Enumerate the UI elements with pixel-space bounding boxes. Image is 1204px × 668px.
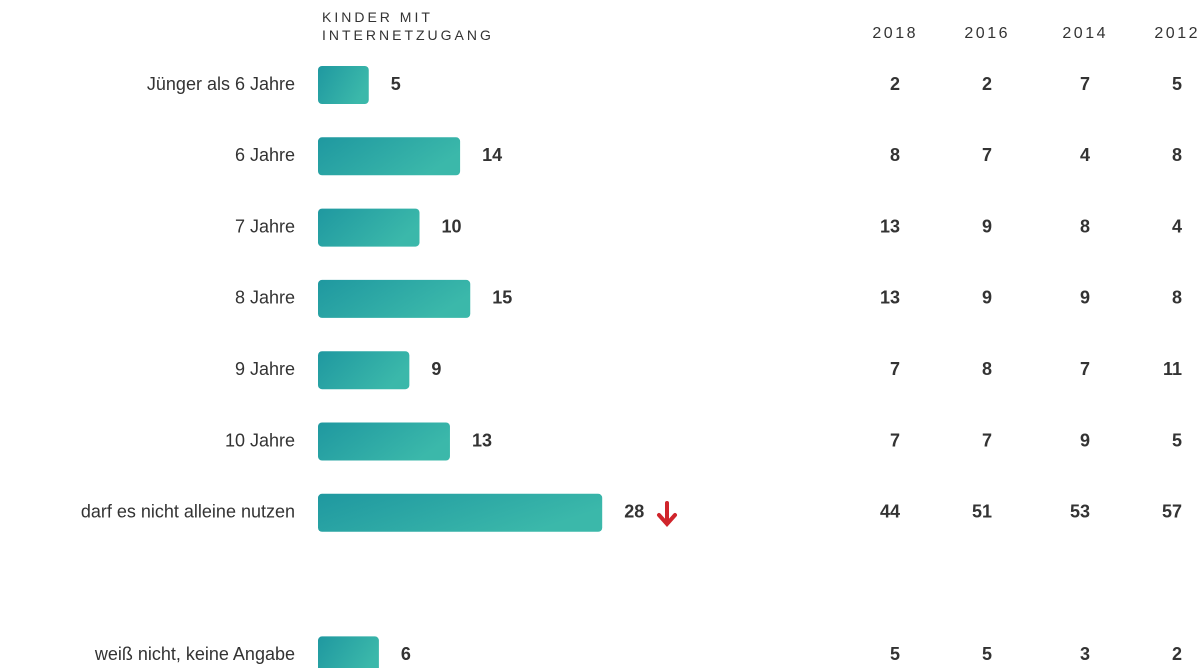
value-label: 13 bbox=[472, 430, 492, 450]
value-label: 15 bbox=[492, 288, 512, 308]
value-label: 28 bbox=[624, 502, 644, 522]
value-label: 10 bbox=[442, 216, 462, 236]
table-value: 8 bbox=[982, 359, 992, 379]
table-value: 57 bbox=[1162, 502, 1182, 522]
table-value: 9 bbox=[982, 288, 992, 308]
down-arrow bbox=[657, 501, 677, 528]
table-value: 8 bbox=[1172, 145, 1182, 165]
table-value: 11 bbox=[1163, 359, 1182, 379]
bar bbox=[318, 208, 420, 247]
table-value: 53 bbox=[1070, 502, 1090, 522]
table-value: 5 bbox=[1172, 430, 1182, 450]
table-value: 9 bbox=[1080, 288, 1090, 308]
table-value: 4 bbox=[1172, 216, 1182, 236]
category-label: Jünger als 6 Jahre bbox=[147, 74, 295, 94]
value-label: 9 bbox=[431, 359, 441, 379]
table-value: 5 bbox=[1172, 74, 1182, 94]
category-label: 8 Jahre bbox=[235, 288, 295, 308]
value-label: 6 bbox=[401, 644, 411, 664]
table-value: 7 bbox=[890, 430, 900, 450]
table-value: 8 bbox=[1172, 288, 1182, 308]
category-label: 6 Jahre bbox=[235, 145, 295, 165]
table-value: 2 bbox=[1172, 644, 1182, 664]
table-value: 8 bbox=[1080, 216, 1090, 236]
bar bbox=[318, 66, 369, 104]
bar bbox=[318, 137, 461, 176]
table-value: 7 bbox=[982, 145, 992, 165]
value-label: 14 bbox=[482, 145, 502, 165]
table-value: 13 bbox=[880, 288, 900, 308]
category-label: 9 Jahre bbox=[235, 359, 295, 379]
table-value: 13 bbox=[880, 216, 900, 236]
table-value: 51 bbox=[972, 502, 992, 522]
table-value: 5 bbox=[890, 644, 900, 664]
bar bbox=[318, 636, 379, 668]
bar bbox=[318, 279, 471, 318]
table-value: 7 bbox=[982, 430, 992, 450]
column-header: 2018 bbox=[872, 25, 918, 42]
bar bbox=[318, 422, 450, 461]
table-value: 3 bbox=[1080, 644, 1090, 664]
table-value: 2 bbox=[890, 74, 900, 94]
category-label: darf es nicht alleine nutzen bbox=[81, 502, 295, 522]
table-value: 9 bbox=[1080, 430, 1090, 450]
table-value: 7 bbox=[890, 359, 900, 379]
table-value: 7 bbox=[1080, 74, 1090, 94]
category-label: weiß nicht, keine Angabe bbox=[94, 644, 295, 664]
column-header: 2014 bbox=[1062, 25, 1108, 42]
value-label: 5 bbox=[391, 74, 401, 94]
chart-title: KINDER MIT INTERNETZUGANG bbox=[322, 9, 494, 43]
column-header: 2012 bbox=[1154, 25, 1200, 42]
column-header: 2016 bbox=[964, 25, 1010, 42]
table-value: 44 bbox=[880, 502, 900, 522]
category-label: 10 Jahre bbox=[225, 430, 295, 450]
bar bbox=[318, 493, 603, 532]
table-value: 8 bbox=[890, 145, 900, 165]
table-value: 2 bbox=[982, 74, 992, 94]
category-label: 7 Jahre bbox=[235, 216, 295, 236]
bar bbox=[318, 351, 410, 390]
table-value: 4 bbox=[1080, 145, 1090, 165]
table-value: 9 bbox=[982, 216, 992, 236]
table-value: 7 bbox=[1080, 359, 1090, 379]
table-value: 5 bbox=[982, 644, 992, 664]
